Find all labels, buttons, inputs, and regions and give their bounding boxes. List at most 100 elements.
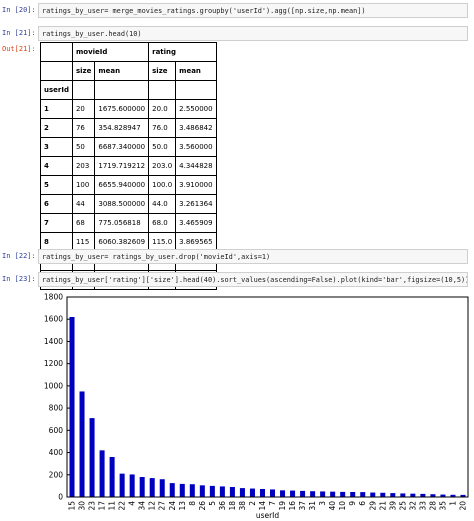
x-tick-label: 31 <box>308 501 317 511</box>
table-row: 8 115 6060.382609 115.0 3.869565 <box>40 232 217 252</box>
bar <box>300 490 306 497</box>
bar <box>380 492 386 497</box>
x-tick-label: 7 <box>268 501 277 506</box>
x-tick-label: 8 <box>188 501 197 506</box>
table-cell: 50 <box>71 137 96 157</box>
table-cell: 100.0 <box>148 175 177 195</box>
bar <box>169 483 175 497</box>
table-cell: 50.0 <box>148 137 177 157</box>
table-cell: 3.465909 <box>175 213 217 233</box>
bar <box>330 491 336 497</box>
bar <box>79 391 85 497</box>
bar <box>139 477 145 497</box>
x-tick-label: 3 <box>318 501 327 506</box>
bar <box>149 478 155 497</box>
x-tick-label: 34 <box>138 501 147 511</box>
y-tick-label: 1600 <box>44 315 63 324</box>
table-cell: 3.560000 <box>175 137 217 157</box>
bar <box>310 491 316 497</box>
group-header: rating <box>148 42 217 62</box>
table-cell: 3.261364 <box>175 194 217 214</box>
x-tick-label: 29 <box>368 501 377 511</box>
index-cell: 1 <box>40 99 73 119</box>
x-tick-label: 25 <box>398 501 407 511</box>
table-row: 2 76 354.828947 76.0 3.486842 <box>40 118 217 138</box>
prompt: Out[21]: <box>2 45 36 53</box>
y-tick-label: 1800 <box>44 293 63 302</box>
x-tick-label: 15 <box>68 501 77 511</box>
prompt: In [21]: <box>2 29 36 37</box>
table-cell: 76.0 <box>148 118 177 138</box>
header-row: movieId rating <box>40 42 217 62</box>
bar <box>280 490 286 497</box>
table-cell: 3.486842 <box>175 118 217 138</box>
x-tick-label: 26 <box>198 501 207 511</box>
bar <box>119 473 125 497</box>
bar <box>370 492 376 497</box>
bar <box>249 488 255 497</box>
code-cell[interactable]: ratings_by_user= merge_movies_ratings.gr… <box>38 3 468 18</box>
index-cell: 3 <box>40 137 73 157</box>
prompt: In [22]: <box>2 252 36 260</box>
x-tick-label: 2 <box>248 501 257 506</box>
x-tick-label: 21 <box>378 501 387 511</box>
y-tick-label: 800 <box>49 404 64 413</box>
x-tick-label: 4 <box>128 501 137 506</box>
index-cell: 6 <box>40 194 73 214</box>
header-cell <box>175 80 217 100</box>
table-cell: 100 <box>71 175 96 195</box>
table-cell: 775.056818 <box>94 213 150 233</box>
plot-frame <box>66 296 469 498</box>
x-tick-label: 1 <box>448 501 457 506</box>
table-cell: 1675.600000 <box>94 99 150 119</box>
x-tick-label: 11 <box>108 501 117 511</box>
x-tick-label: 35 <box>438 501 447 511</box>
table-row: 4 203 1719.719212 203.0 4.344828 <box>40 156 217 176</box>
table-cell: 68.0 <box>148 213 177 233</box>
bar <box>69 317 75 497</box>
bar <box>420 493 426 497</box>
code-cell[interactable]: ratings_by_user['rating']['size'].head(4… <box>38 272 468 287</box>
code-cell[interactable]: ratings_by_user= ratings_by_user.drop('m… <box>38 249 468 264</box>
bar <box>340 491 346 497</box>
table-cell: 3.910000 <box>175 175 217 195</box>
x-tick-label: 17 <box>98 501 107 511</box>
bar <box>400 493 406 497</box>
table-row: 5 100 6655.940000 100.0 3.910000 <box>40 175 217 195</box>
header-cell <box>40 61 73 81</box>
bar <box>360 492 366 497</box>
x-tick-label: 10 <box>338 501 347 511</box>
x-tick-label: 37 <box>298 501 307 511</box>
x-tick-label: 39 <box>388 501 397 511</box>
x-tick-label: 20 <box>458 501 467 511</box>
bar <box>410 493 416 497</box>
x-tick-label: 27 <box>158 501 167 511</box>
subcolumn-header: size <box>148 61 177 81</box>
x-axis-label: userId <box>256 511 280 520</box>
table-cell: 4.344828 <box>175 156 217 176</box>
code-cell[interactable]: ratings_by_user.head(10) <box>38 26 468 41</box>
y-tick-label: 1400 <box>44 337 63 346</box>
table-cell: 203 <box>71 156 96 176</box>
table-cell: 3088.500000 <box>94 194 150 214</box>
prompt: In [23]: <box>2 275 36 283</box>
group-header: movieId <box>71 42 150 62</box>
x-tick-label: 19 <box>278 501 287 511</box>
bar <box>350 492 356 497</box>
bar <box>440 494 446 497</box>
x-tick-label: 12 <box>148 501 157 511</box>
y-tick-label: 400 <box>49 448 64 457</box>
table-row: 6 44 3088.500000 44.0 3.261364 <box>40 194 217 214</box>
table-cell: 1719.719212 <box>94 156 150 176</box>
bar <box>270 489 276 497</box>
index-name: userId <box>40 80 73 100</box>
x-tick-label: 18 <box>228 501 237 511</box>
bar <box>109 457 115 497</box>
index-cell: 5 <box>40 175 73 195</box>
bar <box>290 490 296 497</box>
x-tick-label: 30 <box>78 501 87 511</box>
table-cell: 6687.340000 <box>94 137 150 157</box>
bar <box>460 494 466 497</box>
